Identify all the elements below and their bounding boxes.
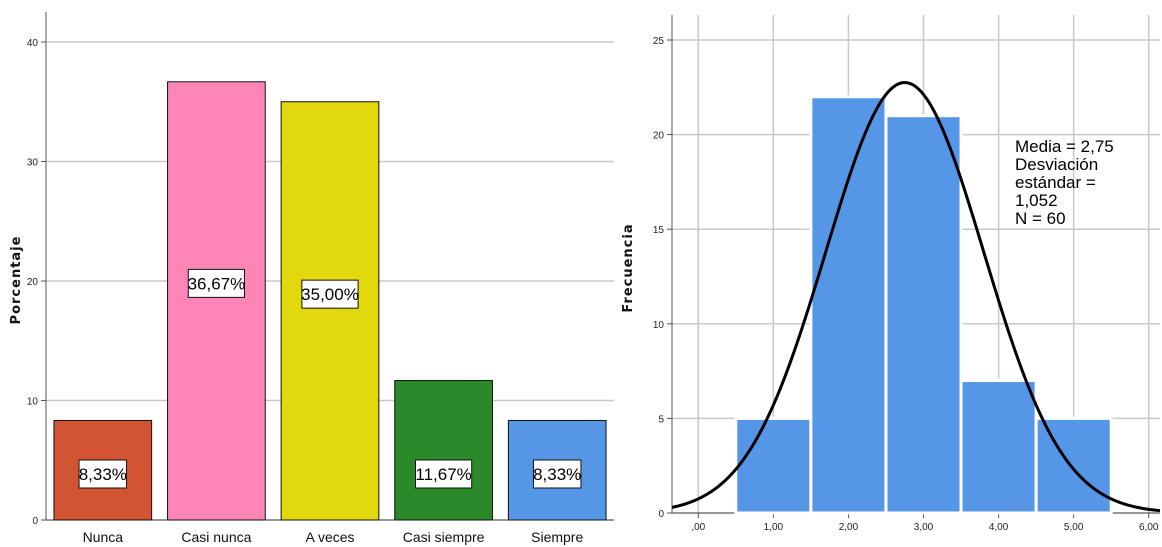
data-label-box: [532, 459, 582, 489]
frequency-histogram: Frecuencia 0 5 10 15 20 25 ,00 1,00 2,00 3,00 4,00…: [621, 15, 1161, 533]
y-tick-label: 15: [653, 225, 665, 236]
category-label: A veces: [305, 529, 354, 545]
stats-annotation-line: Media = 2,75: [1015, 137, 1114, 156]
histogram-bar: [1034, 416, 1113, 515]
category-label: Casi nunca: [181, 529, 251, 545]
data-label: 8,33%: [533, 465, 581, 484]
data-label-box: [415, 459, 473, 489]
data-label: 36,67%: [188, 274, 246, 293]
stats-annotation-line: estándar =: [1015, 173, 1096, 192]
y-axis-label: Porcentaje: [9, 236, 24, 325]
category-label: Siempre: [531, 529, 583, 545]
y-tick-label: 5: [658, 414, 664, 425]
data-label-box: [187, 268, 246, 298]
stats-annotation-line: 1,052: [1015, 191, 1058, 210]
x-tick-label: 3,00: [914, 522, 934, 533]
data-label: 11,67%: [415, 465, 471, 484]
bar-siempre: [507, 419, 607, 521]
bar-casi-nunca: [167, 81, 266, 521]
percentage-bar-chart: Porcentaje 0 10 20 30 40 Nunca 8,33% Casi nunca…: [9, 12, 614, 545]
bar-a-veces: [280, 101, 380, 521]
category-label: Nunca: [83, 529, 124, 545]
y-tick-label: 0: [32, 516, 38, 527]
x-tick-label: 4,00: [989, 522, 1009, 533]
y-tick-label: 40: [27, 38, 39, 49]
y-tick-label: 20: [653, 131, 665, 142]
histogram-bar: [884, 114, 963, 515]
y-tick-label: 0: [658, 509, 664, 520]
y-tick-label: 25: [653, 36, 665, 47]
y-tick-label: 30: [27, 158, 39, 169]
x-tick-label: 6,00: [1139, 522, 1159, 533]
histogram-bar: [959, 379, 1038, 515]
histogram-bar: [734, 416, 813, 515]
x-tick-label: ,00: [691, 522, 705, 533]
histogram-bar: [809, 95, 888, 515]
y-tick-label: 10: [27, 397, 39, 408]
data-label: 8,33%: [79, 465, 127, 484]
x-tick-label: 2,00: [839, 522, 859, 533]
x-tick-label: 1,00: [764, 522, 784, 533]
data-label-box: [78, 459, 128, 489]
stats-annotation-line: Desviación: [1015, 155, 1098, 174]
bar-casi-siempre: [394, 380, 493, 521]
category-label: Casi siempre: [403, 529, 485, 545]
x-tick-label: 5,00: [1064, 522, 1084, 533]
y-axis-label: Frecuencia: [621, 223, 636, 312]
normal-curve: [671, 81, 1161, 513]
y-tick-label: 20: [27, 277, 39, 288]
y-tick-label: 10: [653, 320, 665, 331]
stats-annotation-line: N = 60: [1015, 209, 1066, 228]
data-label: 35,00%: [301, 285, 359, 304]
data-label-box: [301, 279, 359, 309]
